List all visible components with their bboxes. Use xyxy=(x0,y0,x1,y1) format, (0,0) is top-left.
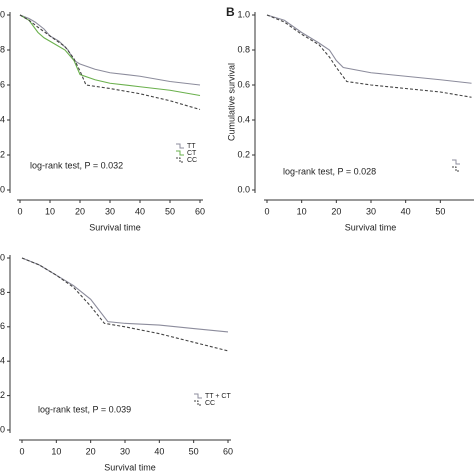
annotation: log-rank test, P = 0.032 xyxy=(30,160,123,170)
panel-label: B xyxy=(226,5,235,19)
x-tick-label: 20 xyxy=(75,206,85,216)
y-tick-label: 0.0 xyxy=(0,184,5,194)
y-tick-label: 0.2 xyxy=(0,149,5,159)
x-tick-label: 10 xyxy=(51,446,61,456)
legend-label: CC xyxy=(187,157,197,164)
survival-curve xyxy=(19,14,201,86)
x-tick-label: 0 xyxy=(19,446,24,456)
legend-swatch xyxy=(176,157,184,163)
y-tick-label: 0.6 xyxy=(237,79,250,89)
x-tick-label: 30 xyxy=(120,446,130,456)
annotation: log-rank test, P = 0.028 xyxy=(283,166,376,176)
x-tick-label: 10 xyxy=(297,206,307,216)
y-tick-label: 0.6 xyxy=(0,321,5,331)
x-tick-label: 50 xyxy=(165,206,175,216)
legend-swatch xyxy=(176,150,184,156)
survival-curve xyxy=(21,257,229,333)
y-tick-label: 0.6 xyxy=(0,79,5,89)
y-tick-label: 0.2 xyxy=(0,390,5,400)
survival-curve xyxy=(19,14,201,111)
y-tick-label: 0.2 xyxy=(237,149,250,159)
x-tick-label: 40 xyxy=(154,446,164,456)
y-tick-label: 0.8 xyxy=(0,287,5,297)
legend-label: CC xyxy=(205,400,215,407)
y-axis-title: Cumulative survival xyxy=(226,63,236,141)
x-axis-title: Survival time xyxy=(89,222,141,232)
x-tick-label: 20 xyxy=(331,206,341,216)
legend-swatch xyxy=(194,393,202,399)
legend-label: TT + CT xyxy=(205,393,231,400)
legend-label: TT xyxy=(187,143,196,150)
survival-curve xyxy=(266,14,472,98)
legend-label: CT xyxy=(187,150,197,157)
y-tick-label: 1.0 xyxy=(237,9,250,19)
y-tick-label: 0.4 xyxy=(0,114,5,124)
legend-swatch xyxy=(452,159,460,165)
x-tick-label: 60 xyxy=(223,446,233,456)
y-tick-label: 0.8 xyxy=(237,44,250,54)
legend-swatch xyxy=(194,400,202,406)
x-tick-label: 30 xyxy=(105,206,115,216)
y-tick-label: 1.0 xyxy=(0,9,5,19)
x-tick-label: 50 xyxy=(189,446,199,456)
x-tick-label: 20 xyxy=(86,446,96,456)
x-tick-label: 60 xyxy=(195,206,205,216)
x-axis-title: Survival time xyxy=(345,222,397,232)
survival-curve xyxy=(266,14,472,84)
legend-swatch xyxy=(452,166,460,172)
y-tick-label: 1.0 xyxy=(0,252,5,262)
survival-curve xyxy=(19,14,201,97)
y-tick-label: 0.0 xyxy=(237,184,250,194)
y-tick-label: 0.8 xyxy=(0,44,5,54)
x-tick-label: 10 xyxy=(45,206,55,216)
x-tick-label: 0 xyxy=(264,206,269,216)
x-tick-label: 50 xyxy=(435,206,445,216)
x-tick-label: 30 xyxy=(366,206,376,216)
legend-swatch xyxy=(176,143,184,149)
y-tick-label: 0.0 xyxy=(0,424,5,434)
x-axis-title: Survival time xyxy=(104,462,156,472)
y-tick-label: 0.4 xyxy=(237,114,250,124)
y-tick-label: 0.4 xyxy=(0,356,5,366)
annotation: log-rank test, P = 0.039 xyxy=(38,404,131,414)
x-tick-label: 40 xyxy=(401,206,411,216)
x-tick-label: 0 xyxy=(17,206,22,216)
x-tick-label: 40 xyxy=(135,206,145,216)
survival-curve xyxy=(21,257,229,352)
